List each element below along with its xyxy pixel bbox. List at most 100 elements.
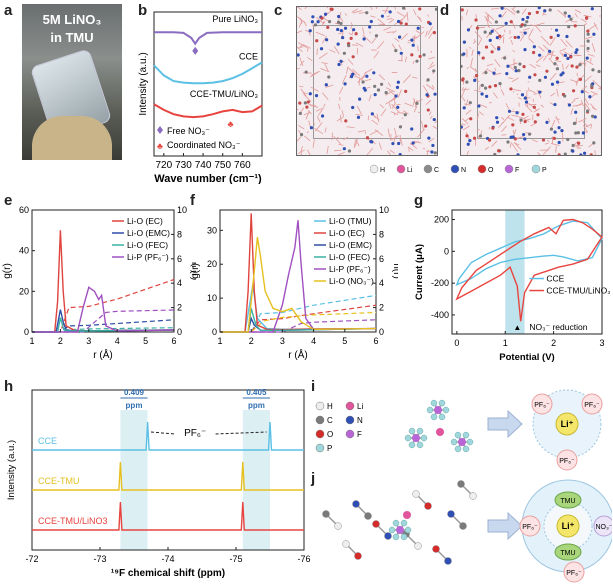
schem-legend-dot-P — [315, 443, 325, 453]
md-bond — [514, 142, 520, 146]
md-atom — [527, 132, 532, 136]
md-bond — [310, 71, 319, 78]
md-bond — [544, 142, 550, 145]
md-atom — [491, 126, 495, 130]
md-bond — [461, 118, 469, 125]
series-line-2 — [153, 103, 263, 119]
md-bond — [390, 111, 399, 116]
md-atom — [545, 69, 549, 73]
y-tick-label-2: 0 — [444, 246, 449, 256]
md-bond — [371, 119, 379, 125]
md-bond — [584, 62, 587, 68]
cluster-i-li — [555, 412, 579, 436]
md-bond — [377, 18, 387, 27]
f-atom-c — [450, 438, 458, 446]
nmr-spectrum-0 — [32, 421, 304, 451]
md-bond — [430, 50, 433, 53]
md-atom — [592, 32, 596, 36]
md-bond — [339, 86, 344, 95]
schem-legend-dot-O — [315, 429, 325, 439]
md-bond — [462, 125, 470, 131]
md-atom — [320, 16, 324, 20]
md-bond — [476, 39, 482, 48]
md-atom — [528, 75, 532, 79]
md-bond — [297, 149, 305, 155]
md-bond — [428, 137, 435, 143]
md-snapshot-c — [296, 6, 438, 156]
md-bond — [404, 102, 414, 107]
md-atom — [433, 151, 437, 155]
md-bond — [393, 113, 396, 116]
md-bond — [584, 97, 590, 106]
md-atom — [411, 43, 415, 47]
md-bond — [304, 7, 308, 10]
md-atom — [569, 17, 573, 21]
md-atom — [493, 152, 497, 155]
md-bond — [324, 127, 327, 133]
md-bond — [310, 86, 319, 92]
cluster-j-tmu-1 — [554, 543, 582, 561]
panel-label-b: b — [138, 2, 148, 19]
md-bond — [320, 68, 330, 73]
md-bond — [431, 85, 435, 89]
md-bond — [354, 138, 358, 147]
y2-tick-label-5: 10 — [177, 205, 187, 215]
md-atom — [311, 15, 315, 19]
panel-label-i: i — [311, 378, 316, 395]
md-legend-label-O: O — [488, 167, 494, 174]
md-bond — [575, 146, 579, 148]
cluster-j-tmu-label-0: TMU — [560, 498, 575, 505]
legend-text-4: Li-P (PF₆⁻) — [329, 264, 371, 274]
schem-legend-label-P: P — [327, 444, 332, 453]
md-bond — [334, 149, 342, 152]
p-atom-b — [412, 434, 420, 442]
md-bond — [591, 42, 596, 53]
md-bond — [357, 75, 365, 83]
md-atom — [579, 153, 583, 155]
md-bond — [561, 53, 564, 58]
y2-tick-label-5: 10 — [379, 205, 389, 215]
md-bond — [371, 36, 378, 44]
md-atom — [466, 28, 471, 32]
md-bond — [354, 75, 361, 79]
md-atom — [538, 53, 542, 57]
md-atom — [308, 29, 312, 33]
md-bond — [346, 126, 355, 129]
md-atom — [583, 151, 587, 155]
md-bond — [378, 74, 385, 81]
md-bond — [513, 62, 517, 65]
md-bond — [502, 36, 505, 44]
f-atom-d — [404, 526, 412, 534]
md-bond — [307, 57, 313, 62]
md-atom — [432, 69, 436, 73]
f-atom-c — [462, 431, 470, 439]
md-atom — [514, 69, 518, 73]
md-bond — [486, 18, 489, 28]
md-bond — [415, 31, 425, 40]
md-atom — [506, 64, 510, 68]
cluster-i-pf6-0 — [531, 393, 553, 415]
peak-label: PF₆⁻ — [184, 428, 206, 439]
md-atom — [341, 35, 345, 40]
md-atom — [305, 105, 309, 109]
md-atom — [533, 120, 537, 124]
md-bond — [490, 7, 499, 10]
md-bond — [350, 22, 353, 26]
md-atom — [592, 141, 596, 145]
md-atom — [485, 94, 489, 98]
md-atom — [525, 20, 529, 24]
md-bond — [600, 22, 601, 24]
md-atom — [523, 48, 527, 52]
solvation-schematics: H Li C N O F P Li⁺ PF₆⁻ PF₆⁻ PF₆⁻ Li⁺ TMU TMU PF₆⁻ PF₆⁻… — [315, 389, 612, 583]
md-bond — [548, 57, 554, 64]
md-bond — [511, 143, 519, 152]
md-bond — [336, 116, 344, 122]
md-atom — [372, 71, 376, 75]
md-atom — [356, 115, 361, 119]
md-atom — [527, 12, 532, 16]
md-bond — [355, 113, 364, 116]
md-atom — [504, 21, 508, 25]
md-bond — [429, 115, 433, 119]
x-tick-label-0: -72 — [25, 554, 38, 564]
cluster-i-pf6-label-1: PF₆⁻ — [584, 402, 600, 409]
